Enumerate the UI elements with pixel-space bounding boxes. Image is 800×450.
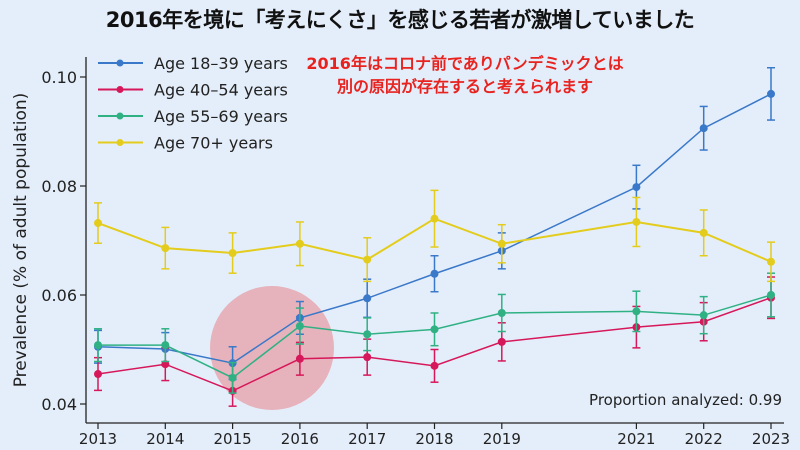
x-tick-label: 2021: [617, 430, 655, 448]
x-tick-label: 2023: [752, 430, 790, 448]
y-tick-label: 0.08: [41, 177, 77, 196]
legend-marker: [116, 59, 124, 67]
data-point: [295, 239, 304, 248]
x-tick-label: 2013: [79, 430, 117, 448]
data-point: [497, 308, 506, 317]
data-point: [430, 269, 439, 278]
data-point: [94, 370, 102, 379]
data-point: [363, 294, 372, 303]
x-tick-label: 2017: [348, 430, 386, 448]
data-point: [497, 239, 506, 248]
legend-marker: [116, 139, 124, 146]
series-line-3: [97, 217, 772, 263]
page-title: 2016年を境に「考えにくさ」を感じる若者が激増していました: [105, 8, 695, 32]
data-point: [632, 217, 641, 226]
data-point: [94, 219, 102, 228]
data-point: [767, 257, 775, 266]
data-point: [497, 337, 506, 346]
legend-label: Age 55–69 years: [154, 107, 288, 126]
data-point: [228, 373, 237, 382]
data-point: [430, 214, 439, 223]
data-point: [699, 311, 708, 320]
x-tick-label: 2016: [281, 430, 319, 448]
legend-label: Age 70+ years: [154, 134, 273, 153]
legend-label: Age 40–54 years: [154, 81, 288, 100]
y-tick-label: 0.04: [41, 395, 77, 414]
annotation-line-2: 別の原因が存在すると考えられます: [336, 77, 593, 96]
data-point: [430, 361, 439, 370]
legend-marker: [116, 112, 124, 120]
data-point: [632, 183, 641, 192]
data-point: [363, 255, 372, 264]
x-tick-label: 2014: [146, 430, 184, 448]
y-axis-label: Prevalence (% of adult population): [11, 93, 31, 388]
data-point: [94, 341, 102, 350]
x-tick-label: 2019: [483, 430, 521, 448]
data-point: [632, 307, 641, 316]
data-point: [430, 325, 439, 334]
data-point: [228, 249, 237, 258]
data-point: [699, 228, 708, 237]
series-line-2: [98, 294, 772, 379]
footnote: Proportion analyzed: 0.99: [589, 391, 782, 409]
series-line-0: [97, 93, 772, 364]
y-tick-label: 0.10: [41, 68, 77, 87]
x-tick-label: 2018: [415, 430, 453, 448]
data-point: [161, 244, 170, 253]
data-point: [767, 89, 775, 98]
annotation-line-1: 2016年はコロナ前でありパンデミックとは: [306, 54, 624, 73]
data-point: [699, 124, 708, 133]
legend-marker: [116, 86, 124, 93]
data-point: [363, 353, 372, 362]
series-line-1: [97, 297, 772, 392]
x-tick-label: 2022: [685, 430, 723, 448]
data-point: [295, 354, 304, 363]
data-point: [161, 341, 170, 350]
data-point: [363, 330, 372, 339]
y-tick-label: 0.06: [41, 286, 77, 305]
x-tick-label: 2015: [214, 430, 252, 448]
data-point: [295, 322, 304, 331]
legend-label: Age 18–39 years: [154, 54, 288, 73]
data-point: [767, 291, 775, 299]
